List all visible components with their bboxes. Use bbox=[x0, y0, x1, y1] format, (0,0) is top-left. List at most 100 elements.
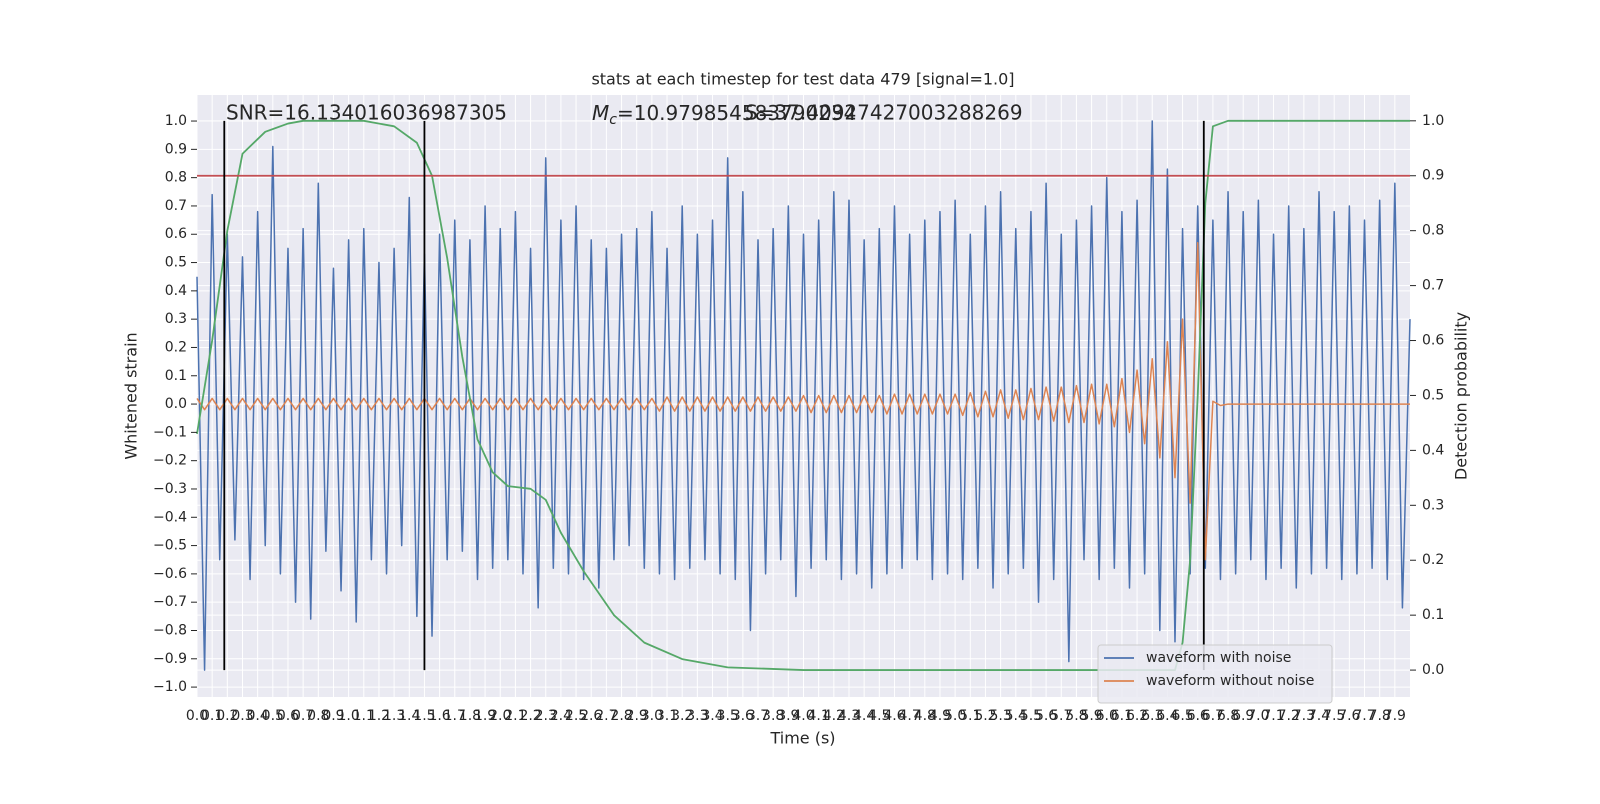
x-tick-label: 2.6 bbox=[580, 708, 602, 724]
x-tick-label: 0.7 bbox=[292, 708, 314, 724]
x-tick-label: 2.5 bbox=[565, 708, 587, 724]
x-tick-label: 0.9 bbox=[322, 708, 344, 724]
x-tick-label: 5.3 bbox=[989, 708, 1011, 724]
line-series bbox=[196, 241, 1410, 561]
x-tick-label: 0.1 bbox=[201, 708, 223, 724]
x-tick-label: 6.1 bbox=[1111, 708, 1133, 724]
y-tick-label: 0.6 bbox=[165, 226, 187, 242]
x-tick-label: 3.9 bbox=[777, 708, 799, 724]
x-tick-label: 4.7 bbox=[899, 708, 921, 724]
x-tick-label: 7.0 bbox=[1247, 708, 1269, 724]
x-tick-label: 2.2 bbox=[519, 708, 541, 724]
x-tick-label: 2.8 bbox=[610, 708, 632, 724]
x-tick-label: 5.2 bbox=[974, 708, 996, 724]
y-tick-label: −0.7 bbox=[153, 594, 187, 610]
x-tick-label: 6.5 bbox=[1171, 708, 1193, 724]
x-tick-label: 4.0 bbox=[792, 708, 814, 724]
x-tick-label: 5.8 bbox=[1065, 708, 1087, 724]
y-tick-label: −0.2 bbox=[153, 453, 187, 469]
x-tick-label: 7.2 bbox=[1278, 708, 1300, 724]
annotation: Mc=10.979854583790234 bbox=[592, 101, 856, 129]
x-tick-label: 3.1 bbox=[656, 708, 678, 724]
x-tick-label: 3.5 bbox=[717, 708, 739, 724]
x-tick-label: 7.4 bbox=[1308, 708, 1330, 724]
legend-label: waveform with noise bbox=[1146, 650, 1291, 666]
x-tick-label: 0.8 bbox=[307, 708, 329, 724]
x-tick-label: 2.1 bbox=[504, 708, 526, 724]
x-tick-label: 1.0 bbox=[337, 708, 359, 724]
x-tick-label: 3.3 bbox=[686, 708, 708, 724]
y2-tick-label: 0.8 bbox=[1422, 223, 1444, 239]
x-tick-label: 1.4 bbox=[398, 708, 420, 724]
x-tick-label: 3.4 bbox=[701, 708, 723, 724]
x-tick-label: 3.8 bbox=[762, 708, 784, 724]
x-tick-label: 5.1 bbox=[959, 708, 981, 724]
y-tick-label: 0.7 bbox=[165, 198, 187, 214]
x-tick-label: 1.8 bbox=[459, 708, 481, 724]
x-tick-label: 1.9 bbox=[474, 708, 496, 724]
x-tick-label: 4.3 bbox=[838, 708, 860, 724]
y-tick-label: −0.1 bbox=[153, 424, 187, 440]
x-tick-label: 0.3 bbox=[231, 708, 253, 724]
y-tick-label: 0.3 bbox=[165, 311, 187, 327]
y-tick-label: 0.0 bbox=[165, 396, 187, 412]
x-tick-label: 6.7 bbox=[1202, 708, 1224, 724]
x-tick-label: 1.6 bbox=[428, 708, 450, 724]
y-tick-label: −0.6 bbox=[153, 566, 187, 582]
y2-tick-label: 1.0 bbox=[1422, 113, 1444, 129]
x-tick-label: 4.4 bbox=[853, 708, 875, 724]
x-tick-label: 6.6 bbox=[1187, 708, 1209, 724]
x-tick-label: 3.6 bbox=[732, 708, 754, 724]
annotation: SNR=16.134016036987305 bbox=[226, 101, 507, 125]
x-tick-label: 1.1 bbox=[353, 708, 375, 724]
annotation-value: =10.979854583790234 bbox=[617, 101, 856, 125]
y2-tick-label: 0.6 bbox=[1422, 333, 1444, 349]
x-tick-label: 6.8 bbox=[1217, 708, 1239, 724]
x-tick-label: 2.9 bbox=[626, 708, 648, 724]
x-axis-label: Time (s) bbox=[769, 729, 835, 748]
x-tick-label: 5.4 bbox=[1005, 708, 1027, 724]
x-tick-label: 0.4 bbox=[247, 708, 269, 724]
x-tick-label: 1.5 bbox=[413, 708, 435, 724]
y-tick-label: 0.4 bbox=[165, 283, 187, 299]
y-axis-label: Whitened strain bbox=[122, 332, 141, 459]
x-tick-label: 7.8 bbox=[1369, 708, 1391, 724]
x-tick-label: 2.7 bbox=[595, 708, 617, 724]
x-tick-label: 7.7 bbox=[1353, 708, 1375, 724]
x-tick-label: 7.3 bbox=[1293, 708, 1315, 724]
y-tick-label: 0.2 bbox=[165, 339, 187, 355]
x-tick-label: 3.7 bbox=[747, 708, 769, 724]
y-tick-label: −0.4 bbox=[153, 509, 187, 525]
x-tick-label: 4.1 bbox=[808, 708, 830, 724]
x-tick-label: 6.3 bbox=[1141, 708, 1163, 724]
x-tick-label: 5.5 bbox=[1020, 708, 1042, 724]
y2-tick-label: 0.3 bbox=[1422, 497, 1444, 513]
x-tick-label: 2.3 bbox=[535, 708, 557, 724]
legend-box bbox=[1097, 644, 1333, 704]
y-tick-label: −0.3 bbox=[153, 481, 187, 497]
y2-tick-label: 0.9 bbox=[1422, 168, 1444, 184]
x-tick-label: 4.5 bbox=[868, 708, 890, 724]
x-tick-label: 2.0 bbox=[489, 708, 511, 724]
y2-tick-label: 0.7 bbox=[1422, 278, 1444, 294]
annotation-symbol: M bbox=[592, 101, 609, 125]
x-tick-label: 6.2 bbox=[1126, 708, 1148, 724]
y-tick-label: −0.9 bbox=[153, 651, 187, 667]
x-tick-label: 7.5 bbox=[1323, 708, 1345, 724]
x-tick-label: 7.1 bbox=[1262, 708, 1284, 724]
line-series bbox=[196, 119, 1410, 671]
x-tick-label: 1.3 bbox=[383, 708, 405, 724]
x-tick-label: 2.4 bbox=[550, 708, 572, 724]
x-tick-label: 4.6 bbox=[883, 708, 905, 724]
y-tick-label: −1.0 bbox=[153, 679, 187, 695]
x-tick-label: 0.0 bbox=[186, 708, 208, 724]
x-tick-label: 3.0 bbox=[641, 708, 663, 724]
y2-tick-label: 0.4 bbox=[1422, 442, 1444, 458]
marks bbox=[196, 119, 1411, 671]
x-tick-label: 6.4 bbox=[1156, 708, 1178, 724]
x-tick-label: 7.6 bbox=[1338, 708, 1360, 724]
x-tick-label: 0.5 bbox=[262, 708, 284, 724]
x-tick-label: 5.9 bbox=[1080, 708, 1102, 724]
x-tick-label: 4.9 bbox=[929, 708, 951, 724]
